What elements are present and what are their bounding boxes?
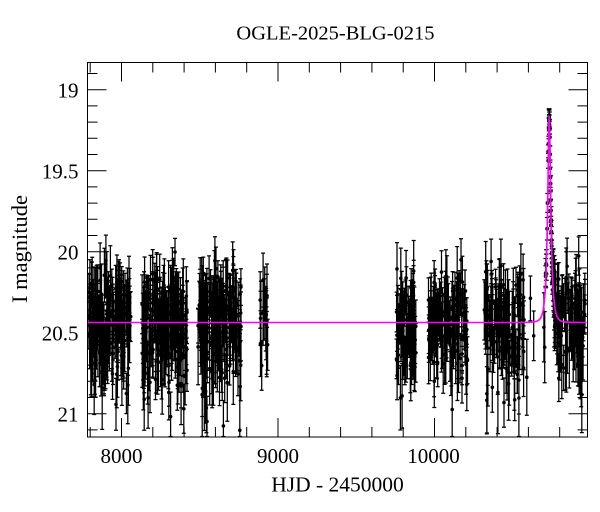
svg-text:10000: 10000 bbox=[407, 444, 460, 468]
svg-text:20: 20 bbox=[58, 240, 79, 264]
svg-text:21: 21 bbox=[58, 402, 79, 426]
svg-text:I magnitude: I magnitude bbox=[7, 195, 32, 303]
svg-text:8000: 8000 bbox=[101, 444, 143, 468]
svg-text:19.5: 19.5 bbox=[42, 159, 79, 183]
svg-text:9000: 9000 bbox=[257, 444, 299, 468]
svg-text:20.5: 20.5 bbox=[42, 321, 79, 345]
svg-text:19: 19 bbox=[58, 78, 79, 102]
svg-text:HJD - 2450000: HJD - 2450000 bbox=[271, 473, 404, 497]
svg-text:OGLE-2025-BLG-0215: OGLE-2025-BLG-0215 bbox=[236, 23, 434, 45]
